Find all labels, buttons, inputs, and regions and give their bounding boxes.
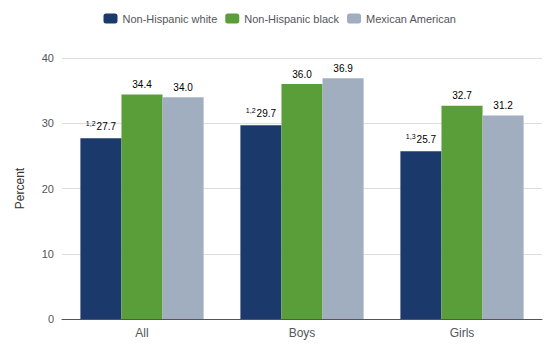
svg-text:40: 40 <box>42 52 54 64</box>
svg-text:All: All <box>135 326 148 340</box>
svg-text:27.7: 27.7 <box>97 121 117 132</box>
svg-text:1,2: 1,2 <box>246 107 256 114</box>
svg-text:Girls: Girls <box>450 326 475 340</box>
svg-text:34.0: 34.0 <box>173 82 193 93</box>
svg-text:Non-Hispanic black: Non-Hispanic black <box>244 13 339 25</box>
svg-text:31.2: 31.2 <box>493 100 513 111</box>
svg-text:10: 10 <box>42 248 54 260</box>
svg-text:Non-Hispanic white: Non-Hispanic white <box>122 13 217 25</box>
svg-text:0: 0 <box>48 313 54 325</box>
svg-text:20: 20 <box>42 183 54 195</box>
svg-text:32.7: 32.7 <box>452 90 472 101</box>
svg-text:34.4: 34.4 <box>132 79 152 90</box>
svg-text:36.9: 36.9 <box>333 63 353 74</box>
svg-text:1,2: 1,2 <box>86 120 96 127</box>
svg-text:25.7: 25.7 <box>417 134 437 145</box>
svg-text:Mexican American: Mexican American <box>366 13 456 25</box>
svg-text:36.0: 36.0 <box>292 69 312 80</box>
svg-text:Percent: Percent <box>13 167 27 209</box>
svg-text:29.7: 29.7 <box>257 108 277 119</box>
svg-text:30: 30 <box>42 117 54 129</box>
svg-text:1,3: 1,3 <box>406 133 416 140</box>
svg-text:Boys: Boys <box>289 326 316 340</box>
